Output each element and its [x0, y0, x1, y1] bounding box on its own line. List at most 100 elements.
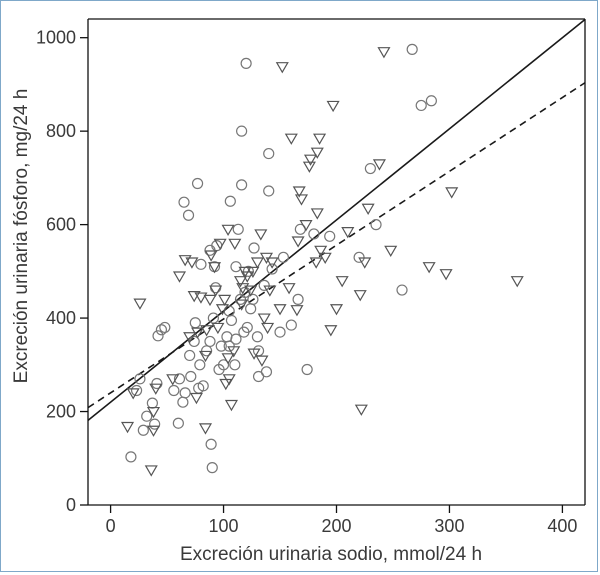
data-point-circle [206, 462, 218, 474]
data-point-triangle [310, 147, 324, 159]
data-point-triangle [144, 465, 158, 477]
x-tick-label: 200 [321, 516, 351, 536]
data-point-triangle [203, 294, 217, 307]
data-point-circle [182, 209, 195, 221]
data-point-circle [224, 195, 236, 207]
data-point-circle [301, 363, 313, 376]
data-point-triangle [275, 62, 289, 74]
data-point-triangle [224, 399, 238, 412]
data-point-circle [406, 43, 418, 55]
y-tick-label: 400 [46, 308, 76, 328]
data-point-triangle [236, 283, 250, 295]
data-point-triangle [233, 276, 248, 288]
data-point-circle [184, 349, 196, 362]
data-point-circle [185, 370, 197, 383]
data-point-circle [229, 359, 241, 371]
data-point-triangle [439, 269, 453, 281]
data-point-triangle [254, 229, 268, 241]
data-point-circle [152, 330, 164, 342]
data-point-triangle [354, 404, 368, 416]
data-point-circle [248, 242, 260, 254]
data-point-triangle [353, 290, 367, 302]
data-point-triangle [326, 100, 340, 113]
data-point-triangle [291, 236, 305, 248]
data-point-triangle [146, 406, 161, 419]
fit-line-dashed [87, 82, 586, 409]
data-point-circle [236, 179, 248, 191]
data-point-circle [159, 321, 171, 334]
data-point-circle [232, 223, 244, 235]
data-point-circle [168, 384, 180, 397]
y-axis-title: Excreción urinaria fósforo, mg/24 h [11, 89, 32, 384]
data-point-triangle [222, 374, 236, 386]
data-point-circle [225, 314, 238, 327]
data-point-triangle [228, 238, 242, 251]
data-point-triangle [185, 257, 199, 269]
data-point-circle [179, 387, 191, 399]
data-point-circle [194, 359, 206, 371]
data-point-triangle [211, 322, 225, 335]
data-point-triangle [303, 154, 318, 166]
data-point-circle [247, 293, 259, 305]
data-point-triangle [372, 159, 386, 171]
data-point-circle [215, 340, 227, 352]
data-point-triangle [250, 257, 264, 269]
data-point-triangle [341, 227, 355, 239]
data-point-circle [197, 380, 209, 392]
data-point-triangle [361, 203, 375, 215]
data-point-circle [173, 373, 186, 385]
y-tick-label: 200 [46, 402, 76, 422]
data-point-circle [195, 258, 207, 270]
data-point-triangle [284, 133, 298, 145]
axis-ticks: 0 100 200 300 400 0 200 400 600 800 1000 [36, 28, 577, 536]
data-point-circle [396, 284, 408, 296]
data-point-circle [125, 451, 137, 463]
data-point-triangle [198, 423, 213, 435]
data-point-triangle [445, 187, 459, 199]
data-point-triangle [292, 186, 306, 198]
x-tick-label: 400 [547, 516, 577, 536]
data-point-circle [242, 265, 254, 277]
data-point-circle [189, 317, 201, 329]
data-point-triangle [126, 388, 140, 400]
data-point-triangle [200, 325, 214, 337]
data-point-triangle [133, 298, 147, 310]
data-point-circle [204, 244, 216, 256]
data-point-triangle [329, 304, 344, 316]
data-point-circle [141, 410, 153, 422]
data-point-triangle [335, 276, 349, 288]
y-tick-label: 600 [46, 215, 76, 235]
data-point-circle [191, 177, 204, 190]
data-point-triangle [273, 304, 287, 316]
data-point-circle [263, 185, 275, 197]
y-tick-label: 800 [46, 121, 76, 141]
data-point-circle [240, 57, 252, 69]
data-point-circle [241, 321, 253, 334]
y-tick-label: 0 [66, 495, 76, 515]
data-point-triangle [227, 346, 241, 358]
data-point-triangle [244, 285, 258, 297]
data-point-triangle [247, 348, 261, 360]
data-point-circle [308, 228, 320, 240]
data-point-triangle [263, 285, 277, 297]
data-point-triangle [282, 283, 296, 295]
data-point-circle [370, 219, 382, 231]
data-point-triangle [198, 350, 213, 363]
data-point-triangle [510, 276, 524, 288]
data-point-circle [274, 326, 286, 338]
data-point-circle [201, 345, 213, 357]
data-point-triangle [221, 224, 235, 236]
data-point-triangle [384, 245, 398, 258]
data-point-circle [263, 147, 275, 160]
data-point-circle [205, 438, 217, 450]
data-point-triangle [218, 294, 232, 307]
x-tick-label: 300 [434, 516, 464, 536]
data-point-triangle [309, 257, 323, 269]
data-point-circle [292, 293, 304, 305]
data-point-circle [210, 282, 222, 294]
data-point-circle [277, 251, 290, 263]
data-point-circle [230, 261, 242, 273]
data-point-triangle [310, 208, 324, 220]
data-point-triangle [377, 47, 391, 59]
data-point-circle [425, 95, 437, 107]
